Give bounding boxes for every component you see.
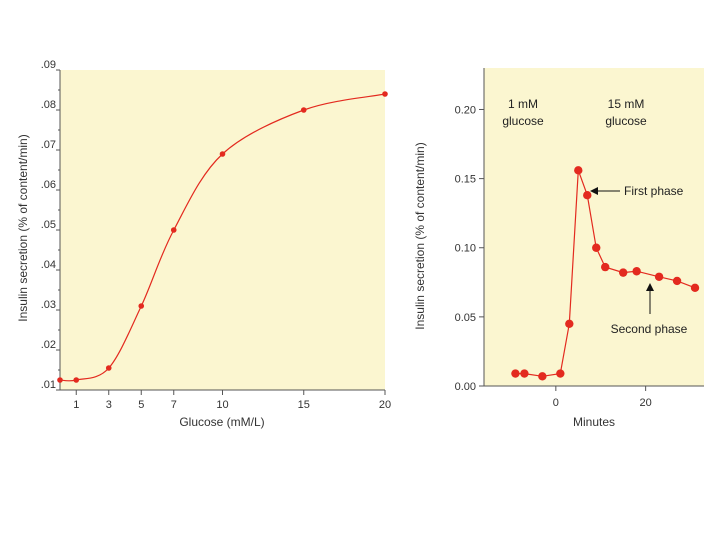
left-data-point (170, 227, 177, 233)
right-x-tick-label: 20 (640, 397, 652, 409)
annotation-1mm-line1: 1 mM (508, 97, 538, 111)
left-y-axis-label: Insulin secretion (% of content/min) (16, 134, 30, 321)
right-data-point (690, 283, 700, 293)
first-phase-arrowhead (590, 187, 598, 195)
right-y-tick-label: 0.05 (455, 312, 476, 324)
right-y-ticks: 0.00 0.05 0.10 0.15 0.20 (455, 104, 484, 393)
left-x-tick-label: 20 (379, 399, 391, 411)
right-data-point (556, 369, 565, 378)
left-y-tick-label: .05 (41, 219, 56, 231)
right-y-tick-label: 0.10 (455, 243, 476, 255)
left-x-tick-label: 1 (73, 399, 79, 411)
left-x-tick-label: 3 (106, 399, 112, 411)
left-x-ticks: 1 3 5 7 10 15 20 (73, 390, 391, 411)
right-data-point (654, 272, 664, 281)
right-data-point (511, 369, 520, 378)
left-data-point (300, 107, 307, 113)
left-data-point (73, 377, 80, 383)
right-data-point (618, 268, 628, 277)
second-phase-arrowhead (646, 283, 654, 291)
right-data-point (592, 243, 601, 252)
left-x-axis-label: Glucose (mM/L) (179, 415, 264, 429)
right-y-tick-label: 0.20 (455, 104, 476, 116)
left-x-tick-label: 7 (171, 399, 177, 411)
left-x-tick-label: 5 (138, 399, 144, 411)
left-x-tick-label: 15 (298, 399, 310, 411)
left-chart: .01 .02 .03 .04 .05 .06 .07 .08 .09 1 3 5 7 10 15 20 G… (16, 59, 391, 429)
left-data-point (138, 303, 145, 309)
right-data-point (520, 369, 529, 378)
annotation-second-phase: Second phase (611, 322, 688, 336)
left-y-tick-label: .02 (41, 339, 56, 351)
left-data-point (57, 377, 63, 383)
right-y-tick-label: 0.00 (455, 381, 476, 393)
left-y-tick-label: .03 (41, 299, 56, 311)
right-x-axis-label: Minutes (573, 415, 615, 429)
left-y-tick-label: .06 (41, 179, 56, 191)
left-data-point (105, 365, 112, 371)
left-plot-area (60, 70, 385, 390)
right-data-point (538, 372, 547, 381)
right-x-ticks: 0 20 (553, 386, 652, 409)
right-data-point (672, 276, 682, 286)
left-y-ticks: .01 .02 .03 .04 .05 .06 .07 .08 .09 (41, 59, 60, 391)
right-data-point (574, 166, 583, 175)
right-y-tick-label: 0.15 (455, 174, 476, 186)
right-data-point (632, 267, 641, 276)
right-chart: 0.00 0.05 0.10 0.15 0.20 0 20 Minutes Insulin… (413, 68, 704, 429)
left-y-tick-label: .04 (41, 259, 56, 271)
right-plot-area (484, 68, 704, 386)
right-data-point (565, 319, 574, 328)
left-x-tick-label: 10 (216, 399, 228, 411)
left-y-tick-label: .09 (41, 59, 56, 71)
annotation-15mm-line2: glucose (605, 114, 647, 128)
right-data-point (583, 191, 592, 200)
left-series-points (57, 91, 388, 383)
right-y-axis-label: Insulin secretion (% of content/min) (413, 142, 427, 329)
right-series-points (511, 166, 700, 381)
annotation-1mm-line2: glucose (502, 114, 544, 128)
annotation-first-phase: First phase (624, 184, 684, 198)
left-data-point (382, 91, 388, 97)
annotation-15mm-line1: 15 mM (608, 97, 645, 111)
right-x-tick-label: 0 (553, 397, 559, 409)
left-y-tick-label: .07 (41, 139, 56, 151)
left-y-tick-label: .01 (41, 379, 56, 391)
left-y-tick-label: .08 (41, 99, 56, 111)
right-data-point (601, 262, 610, 272)
left-data-point (219, 151, 226, 157)
